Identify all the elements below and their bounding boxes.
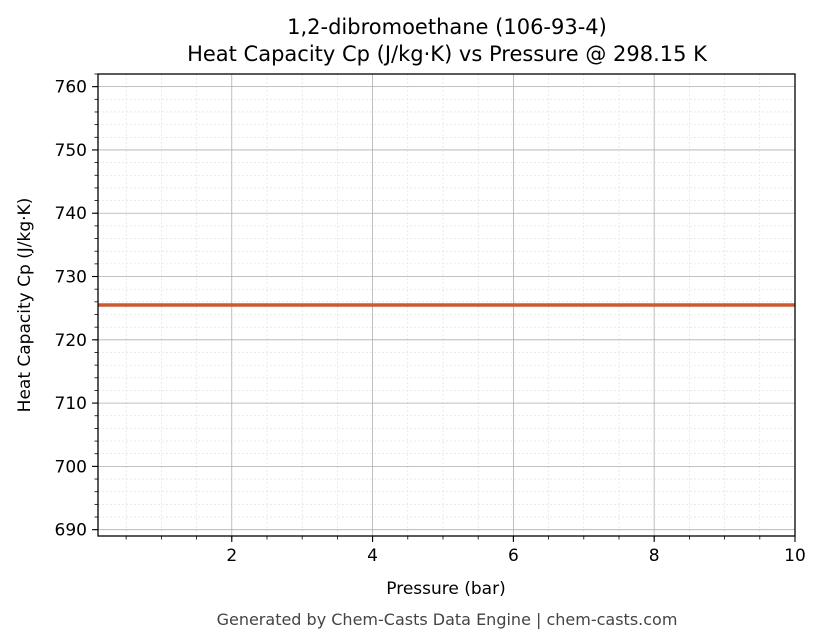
y-tick-label: 730 xyxy=(55,268,87,288)
major-grid xyxy=(98,74,796,536)
y-tick-label: 760 xyxy=(55,78,87,98)
y-tick-label: 720 xyxy=(55,331,87,351)
y-tick-label: 690 xyxy=(55,521,87,541)
x-tick-label: 6 xyxy=(508,546,519,566)
chart-subtitle: Heat Capacity Cp (J/kg·K) vs Pressure @ … xyxy=(187,42,708,66)
y-tick-label: 700 xyxy=(55,457,87,477)
plot-frame xyxy=(97,73,796,537)
x-tick-label: 2 xyxy=(226,546,237,566)
y-tick-labels: 690 700 710 720 730 740 750 760 xyxy=(55,78,87,541)
y-tick-label: 750 xyxy=(55,141,87,161)
y-axis-label: Heat Capacity Cp (J/kg·K) xyxy=(15,198,35,413)
x-tick-label: 10 xyxy=(784,546,806,566)
y-tick-label: 740 xyxy=(55,204,87,224)
x-axis-label: Pressure (bar) xyxy=(386,579,505,599)
x-tick-labels: 2 4 6 8 10 xyxy=(226,546,805,566)
chart-title: 1,2-dibromoethane (106-93-4) xyxy=(287,15,607,39)
x-tick-label: 4 xyxy=(367,546,378,566)
x-tick-label: 8 xyxy=(649,546,660,566)
y-tick-label: 710 xyxy=(55,394,87,414)
footer-credit: Generated by Chem-Casts Data Engine | ch… xyxy=(217,610,678,629)
ticks-layer xyxy=(92,73,796,542)
